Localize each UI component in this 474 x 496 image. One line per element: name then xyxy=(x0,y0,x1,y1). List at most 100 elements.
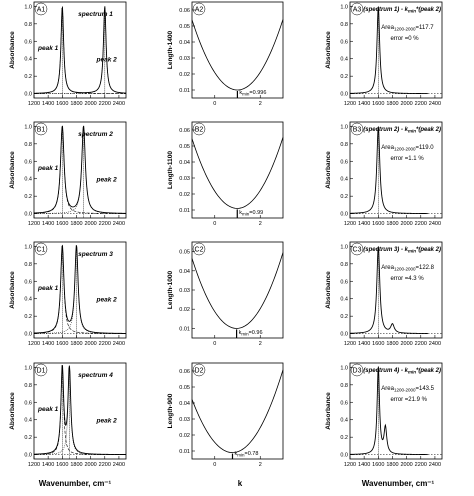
x-tick-label: 2400 xyxy=(113,101,125,107)
area-label: Area1200-2000=122.8 xyxy=(381,265,434,272)
x-tick-label: 1800 xyxy=(386,462,398,468)
title-main: (spectrum 1) - k xyxy=(363,7,408,13)
x-tick-label: 0 xyxy=(213,221,216,227)
panel-frame xyxy=(191,362,284,460)
panel-frame xyxy=(33,1,127,99)
y-tick-label: 0.8 xyxy=(340,262,348,268)
y-tick-label: 0.4 xyxy=(340,177,348,183)
spectrum-label: spectrum 1 xyxy=(78,11,113,18)
y-tick-label: 0.05 xyxy=(179,385,190,391)
panel-id-label: A3 xyxy=(353,7,362,14)
x-tick-label: 1600 xyxy=(372,101,384,107)
x-tick-label: 2000 xyxy=(84,221,96,227)
x-tick-label: 2400 xyxy=(429,101,441,107)
x-tick-label: 1400 xyxy=(358,101,370,107)
panel-b3: B3 0.0 0.2 0.4 0.6 0.8 1.0 1200 1400 1600 1800 2000… xyxy=(325,121,443,227)
y-tick-label: 0.0 xyxy=(340,453,348,459)
area-value: =117.7 xyxy=(415,25,434,31)
title-main: (spectrum 3) - k xyxy=(363,247,408,253)
area-label: Area1200-2000=119.0 xyxy=(381,145,434,152)
x-tick-label: 1400 xyxy=(42,462,54,468)
panel-frame xyxy=(33,241,127,339)
y-tick-label: 0.8 xyxy=(340,22,348,28)
y-tick-label: 0.03 xyxy=(179,176,190,182)
title-subscript: min xyxy=(408,370,416,375)
panel-frame xyxy=(33,362,127,460)
title-tail: *(peak 2) xyxy=(416,368,441,374)
y-axis-title: Length-900 xyxy=(167,393,174,428)
y-tick-label: 0.0 xyxy=(24,453,32,459)
panel-b1: B1 0.0 0.2 0.4 0.6 0.8 1.0 1200 1400 1600 1800 2000… xyxy=(9,121,127,227)
peak-1-curve xyxy=(33,368,126,455)
x-tick-label: 2000 xyxy=(400,101,412,107)
peak-1-label: peak 1 xyxy=(37,165,59,172)
y-tick-label: 0.4 xyxy=(340,57,348,63)
panel-id-label: B3 xyxy=(353,127,362,134)
spectrum-curve xyxy=(33,125,126,214)
y-tick-label: 0.2 xyxy=(340,314,348,320)
peak-2-label: peak 2 xyxy=(96,297,118,304)
panel-id-circle xyxy=(34,2,48,16)
y-tick-label: 0.0 xyxy=(24,332,32,338)
x-tick-label: 2 xyxy=(259,221,262,227)
y-tick-label: 0.01 xyxy=(179,88,190,94)
y-tick-label: 0.0 xyxy=(340,92,348,98)
x-tick-label: 1800 xyxy=(386,341,398,347)
y-tick-label: 1.0 xyxy=(24,4,32,10)
x-tick-label: 1200 xyxy=(28,221,40,227)
y-tick-label: 0.0 xyxy=(340,332,348,338)
y-tick-label: 0.01 xyxy=(179,208,190,214)
kmin-label: kmin=0.96 xyxy=(239,330,263,337)
kmin-label: kmin=0.99 xyxy=(239,210,263,217)
panel-id-circle xyxy=(34,242,48,256)
y-tick-label: 0.6 xyxy=(24,400,32,406)
panel-id-label: B1 xyxy=(37,127,46,134)
x-tick-label: 2200 xyxy=(99,341,111,347)
kmin-symbol: k xyxy=(234,451,237,457)
x-tick-label: 2200 xyxy=(99,101,111,107)
x-tick-label: 1600 xyxy=(372,462,384,468)
kmin-value: =0.99 xyxy=(249,210,263,216)
y-axis-title: Length-1400 xyxy=(167,30,174,69)
area-subscript: 1200-2000 xyxy=(394,388,416,393)
peak-2-label: peak 2 xyxy=(96,418,118,425)
x-tick-label: 2200 xyxy=(415,341,427,347)
area-name: Area xyxy=(381,386,394,392)
x-tick-label: 1200 xyxy=(344,101,356,107)
y-tick-label: 0.4 xyxy=(340,418,348,424)
y-tick-label: 0.04 xyxy=(179,269,190,275)
panel-id-circle xyxy=(350,122,364,136)
x-tick-label: 0 xyxy=(213,462,216,468)
panel-id-circle xyxy=(192,122,206,136)
y-tick-label: 0.8 xyxy=(24,383,32,389)
area-name: Area xyxy=(381,265,394,271)
x-axis-title-right: Wavenumber, cm⁻¹ xyxy=(362,479,435,488)
area-value: =122.8 xyxy=(415,265,434,271)
x-tick-label: 2400 xyxy=(113,462,125,468)
area-subscript: 1200-2000 xyxy=(394,27,416,32)
panel-c3: C3 0.0 0.2 0.4 0.6 0.8 1.0 1200 1400 1600 1800 2000… xyxy=(325,241,443,347)
peak-2-label: peak 2 xyxy=(96,177,118,184)
x-tick-label: 2200 xyxy=(415,462,427,468)
panel-title: (spectrum 3) - kmin*(peak 2) xyxy=(363,247,441,254)
x-tick-label: 2400 xyxy=(429,221,441,227)
panel-title: (spectrum 2) - kmin*(peak 2) xyxy=(363,127,441,134)
y-axis-title: Length-1000 xyxy=(167,270,174,309)
area-subscript: 1200-2000 xyxy=(394,267,416,272)
x-tick-label: 1600 xyxy=(56,341,68,347)
area-value: =119.0 xyxy=(415,145,434,151)
panel-id-label: C1 xyxy=(37,247,46,254)
area-value: =143.5 xyxy=(415,386,434,392)
panel-a2: A2 0.01 0.02 0.03 0.04 0.05 0.06 0 2 Length-1400 k… xyxy=(167,1,284,107)
title-tail: *(peak 2) xyxy=(416,247,441,253)
panel-id-circle xyxy=(350,242,364,256)
x-tick-label: 2400 xyxy=(429,462,441,468)
title-tail: *(peak 2) xyxy=(416,127,441,133)
panel-id-circle xyxy=(192,363,206,377)
panel-frame xyxy=(191,121,284,219)
error-label: error =1.1 % xyxy=(390,156,424,162)
difference-curve xyxy=(349,6,428,94)
x-tick-label: 1600 xyxy=(372,341,384,347)
